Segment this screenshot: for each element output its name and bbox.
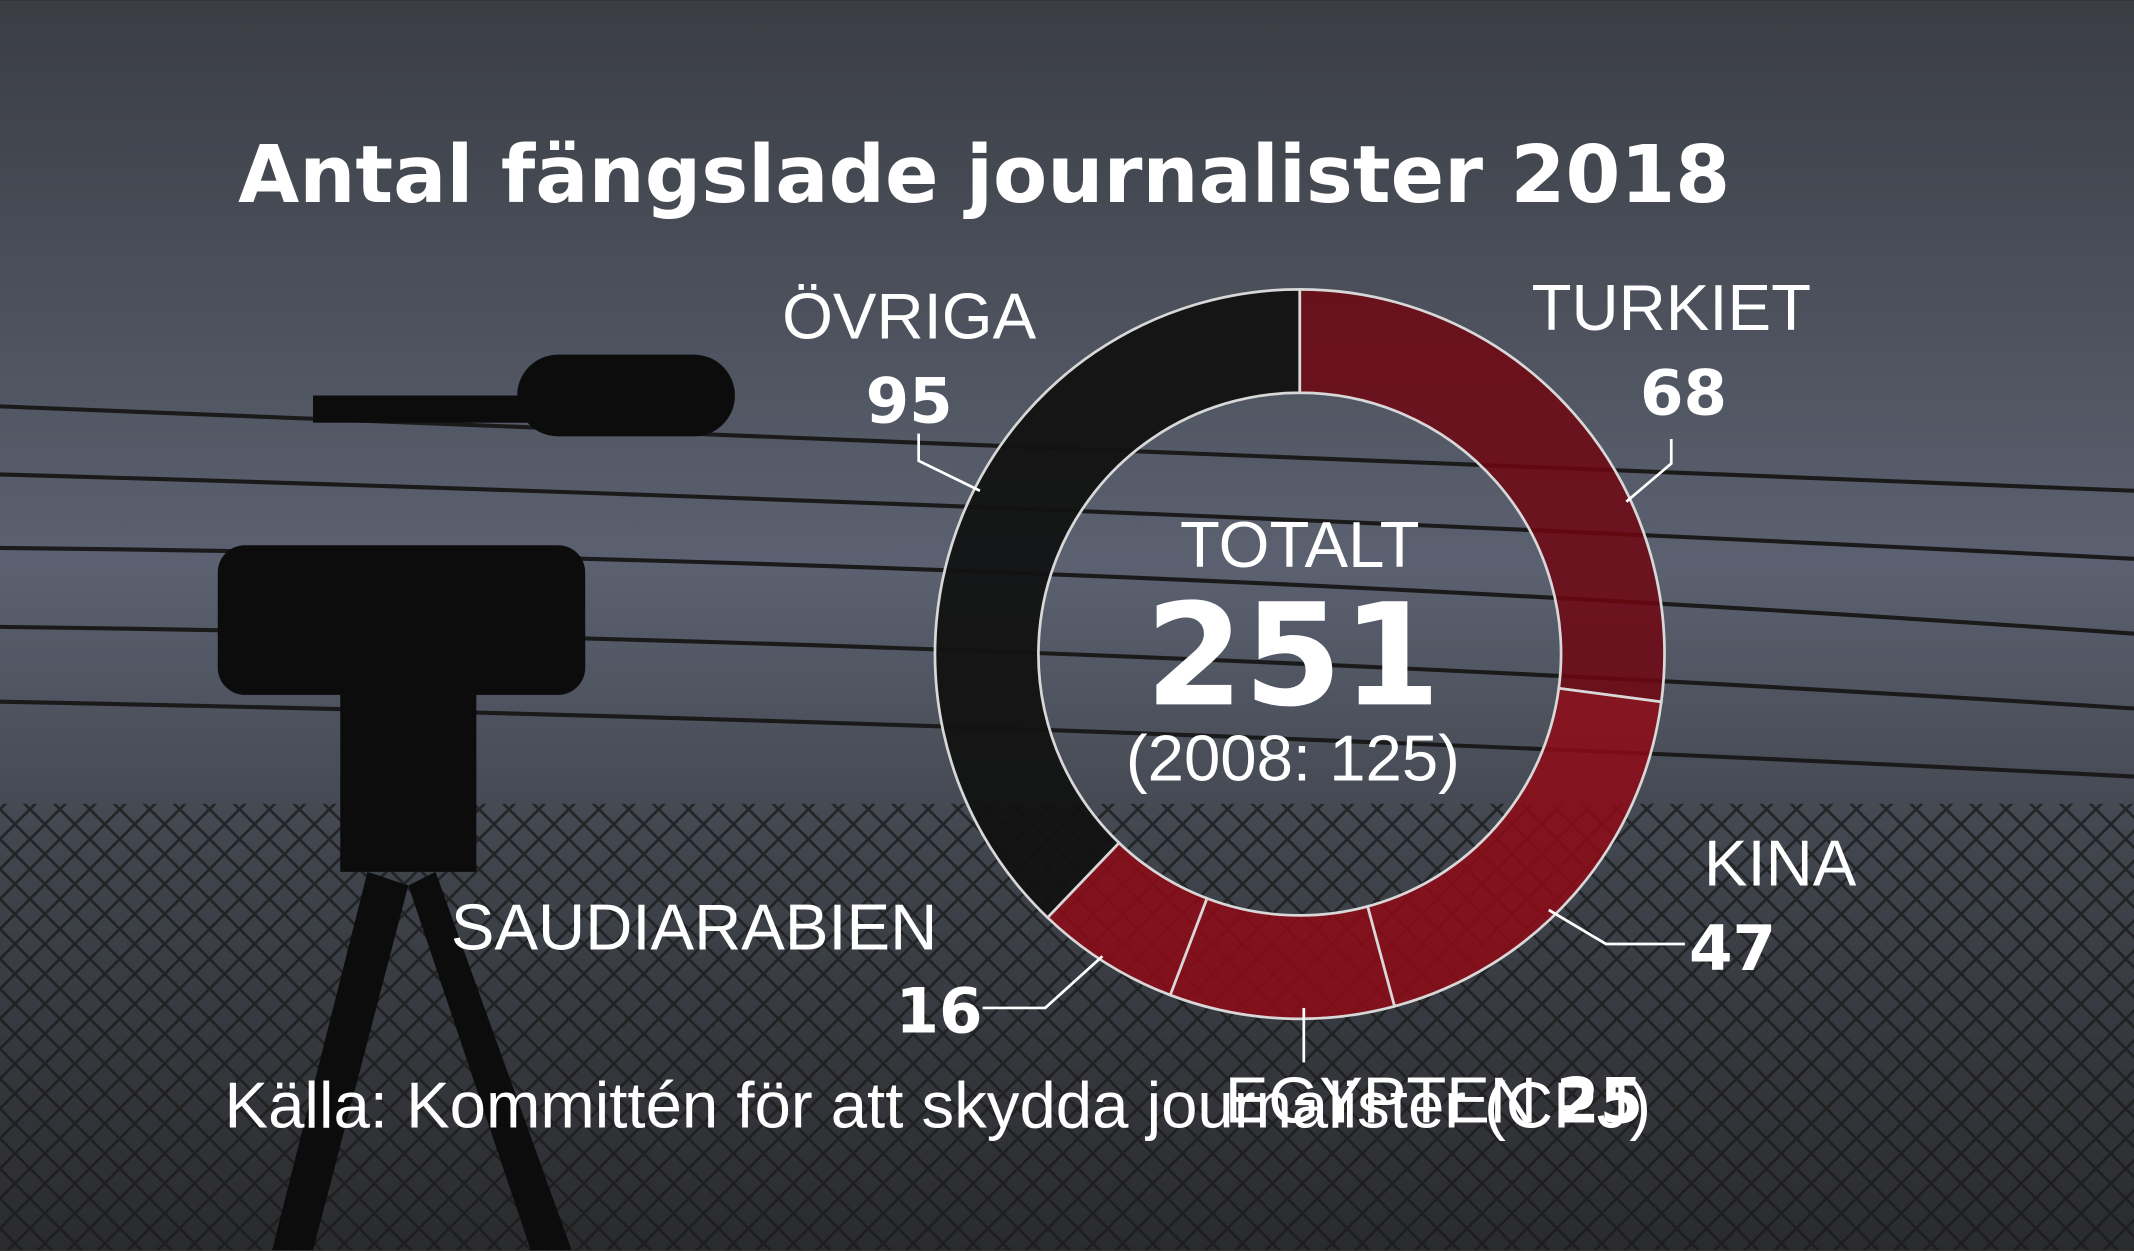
category-name: EGYPTEN: [1225, 1063, 1537, 1136]
category-name: KINA: [1704, 826, 1857, 899]
category-name: SAUDIARABIEN: [451, 890, 937, 963]
leader-line: [1625, 439, 1673, 503]
camera-silhouette: [217, 354, 735, 1251]
source: Källa: Kommittén för att skydda journali…: [225, 1069, 1652, 1142]
category-name: TURKIET: [1532, 271, 1811, 344]
leader-line: [982, 955, 1104, 1010]
center-label: TOTALT: [1180, 508, 1420, 581]
donut: [933, 287, 1666, 1021]
leader-line: [917, 433, 981, 492]
value-label: 95: [866, 365, 953, 438]
segment-label: EGYPTEN 25: [1225, 1063, 1643, 1137]
donut-segment: [1298, 287, 1666, 704]
category-name: ÖVRIGA: [782, 279, 1036, 352]
value-label: 25: [1556, 1064, 1643, 1137]
value-label: 68: [1640, 357, 1727, 430]
center-comparison: (2008: 125): [1126, 722, 1460, 795]
value-label: 47: [1689, 912, 1776, 985]
donut-segment: [1168, 896, 1397, 1021]
center-total: 251: [1145, 574, 1440, 738]
chart-title: Antal fängslade journalister 2018: [238, 129, 1730, 221]
donut-segment: [933, 287, 1302, 920]
leader-line: [1548, 908, 1685, 946]
value-label: 16: [896, 974, 983, 1047]
